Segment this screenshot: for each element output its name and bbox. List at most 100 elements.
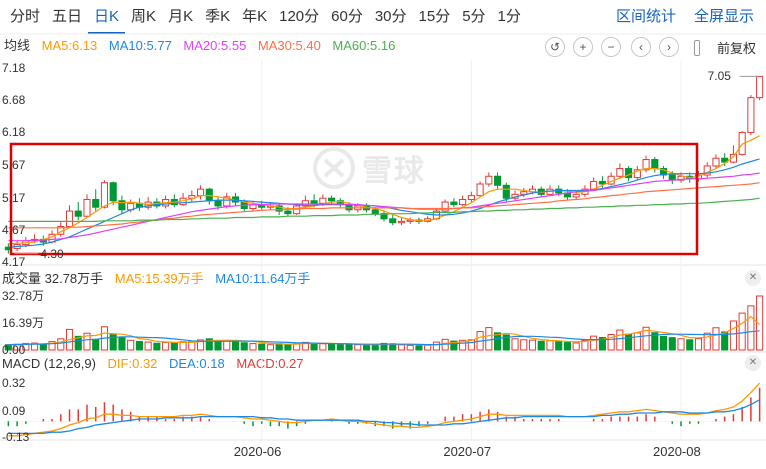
volume-bar-72 (633, 332, 641, 351)
volume-bar-46 (406, 344, 414, 351)
volume-bar-70 (616, 329, 624, 351)
tab-4[interactable]: 月K (168, 8, 194, 25)
volume-bar-38 (336, 344, 344, 351)
chevron-left-icon[interactable]: ‹ (631, 37, 651, 57)
candle-body-9 (83, 198, 91, 217)
volume-bar-83 (729, 320, 737, 351)
macd-axis-label-0: 0.32 (2, 376, 26, 390)
volume-bar-47 (415, 345, 423, 351)
date-label-1: 2020-07 (443, 444, 492, 459)
candle-body-74 (651, 159, 659, 170)
candle-body-52 (459, 198, 467, 206)
dea-line (8, 399, 760, 435)
volume-bar-20 (179, 341, 187, 351)
volume-bar-80 (703, 332, 711, 351)
period-tab-bar: 分时 五日 日K 周K 月K 季K 年K 120分 60分 30分 15分 5分 1分 (0, 0, 766, 34)
candle-body-59 (520, 191, 528, 195)
candle-body-42 (371, 209, 379, 215)
volume-bar-62 (546, 340, 554, 351)
min-price-label: 4.30 (40, 246, 64, 261)
tab-2[interactable]: 日K (88, 0, 126, 34)
candle-body-56 (494, 175, 502, 186)
ma20-line (8, 172, 760, 242)
dea-legend: DEA:0.18 (169, 356, 225, 371)
tab-6[interactable]: 年K (242, 8, 268, 25)
tab-7[interactable]: 120分 (279, 8, 320, 25)
drag-handle-icon[interactable] (694, 40, 700, 56)
max-price-label: 7.05 (707, 69, 731, 84)
ma20-legend: MA20:5.55 (183, 38, 247, 53)
candle-body-22 (196, 188, 205, 197)
volume-bar-69 (607, 334, 615, 351)
candle-body-86 (756, 75, 764, 99)
volume-bar-15 (135, 340, 143, 351)
volume-bar-29 (258, 343, 266, 351)
volume-bar-2 (22, 342, 30, 351)
volume-bar-49 (432, 341, 440, 351)
volume-bar-17 (153, 342, 161, 351)
volume-bar-65 (572, 342, 580, 351)
tab-1[interactable]: 五日 (52, 8, 83, 25)
volume-bar-18 (162, 341, 170, 351)
volume-bar-57 (502, 334, 510, 351)
candle-body-77 (677, 175, 685, 181)
tab-9[interactable]: 30分 (374, 8, 407, 25)
candle-body-85 (747, 97, 755, 133)
candle-body-44 (389, 218, 397, 224)
highlight-box (9, 142, 699, 256)
volume-bar-28 (249, 343, 257, 351)
tab-10[interactable]: 15分 (418, 8, 451, 25)
volume-bar-75 (659, 335, 668, 351)
tab-0[interactable]: 分时 (10, 8, 41, 25)
reset-icon[interactable]: ↺ (545, 37, 565, 57)
volume-bar-77 (677, 338, 685, 351)
price-axis-label-1: 6.68 (2, 93, 26, 108)
volume-bar-85 (747, 305, 755, 351)
tab-3[interactable]: 周K (131, 8, 157, 25)
tab-8[interactable]: 60分 (331, 8, 363, 25)
candle-body-55 (485, 175, 493, 185)
price-axis-label-2: 6.18 (2, 125, 26, 140)
candle-body-72 (633, 169, 641, 179)
volume-bar-31 (275, 343, 283, 351)
chevron-right-icon[interactable]: › (659, 37, 679, 57)
candle-body-43 (380, 213, 388, 220)
volume-bar-48 (424, 344, 432, 351)
range-stats-button[interactable]: 区间统计 (616, 8, 677, 25)
price-axis-label-4: 5.17 (2, 190, 26, 205)
ma60-legend: MA60:5.16 (332, 38, 396, 53)
fullscreen-button[interactable]: 全屏显示 (694, 8, 755, 25)
tab-12[interactable]: 1分 (497, 8, 521, 25)
volume-bar-0 (4, 344, 12, 351)
volume-bar-22 (196, 339, 205, 351)
tab-5[interactable]: 季K (205, 8, 231, 25)
volume-bar-5 (48, 341, 56, 351)
candle-body-7 (65, 210, 74, 228)
candle-body-34 (301, 200, 309, 207)
ma5-line (8, 135, 760, 245)
close-macd-icon[interactable]: ✕ (745, 355, 761, 371)
volume-bar-71 (625, 333, 633, 351)
volume-bar-53 (467, 339, 475, 351)
fuquan-selector[interactable]: 前复权 (717, 41, 757, 56)
volume-bar-76 (668, 337, 676, 351)
volume-bar-42 (371, 343, 379, 351)
candle-body-81 (712, 157, 720, 167)
zoom-in-icon[interactable]: + (573, 37, 593, 57)
macd-axis-label-2: -0.13 (2, 430, 30, 444)
zoom-out-icon[interactable]: − (601, 37, 621, 57)
volume-axis-label-2: 0.00 (2, 343, 26, 357)
tab-11[interactable]: 5分 (462, 8, 486, 25)
candle-body-10 (92, 198, 100, 208)
volume-bar-14 (127, 339, 135, 351)
candle-body-33 (293, 205, 301, 215)
close-volume-icon[interactable]: ✕ (745, 270, 761, 286)
volume-bar-51 (450, 340, 458, 351)
dif-line (8, 382, 761, 437)
volume-bar-3 (31, 342, 39, 351)
volume-bar-26 (231, 341, 240, 351)
ma60-line (8, 197, 760, 222)
volume-axis-label-1: 16.39万 (2, 316, 45, 330)
volume-bar-78 (686, 339, 694, 351)
